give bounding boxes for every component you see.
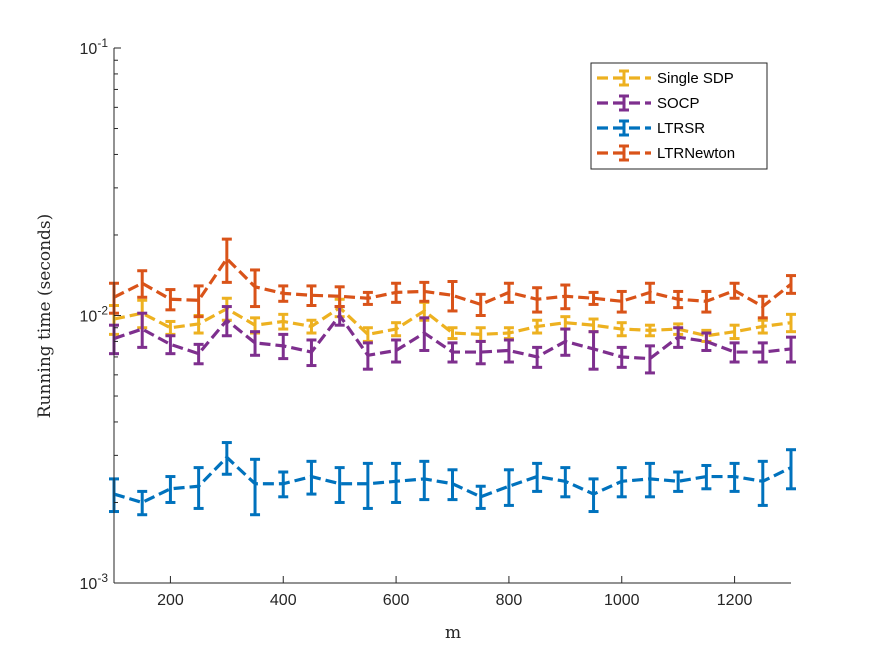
legend-box — [590, 62, 768, 170]
error-bar — [503, 338, 514, 364]
legend-label: LTRSR — [657, 120, 705, 137]
error-bar — [334, 285, 345, 309]
series-socp — [109, 305, 796, 375]
error-bar — [447, 279, 458, 313]
series-layer — [109, 237, 796, 517]
y-tick-label: 10-2 — [80, 304, 109, 326]
y-axis-label: Running time (seconds) — [35, 214, 55, 419]
error-bar — [165, 288, 176, 312]
error-bar — [334, 466, 345, 504]
error-bar — [503, 468, 514, 507]
error-bar — [644, 344, 655, 375]
x-tick-label: 1000 — [604, 592, 640, 609]
legend-item: SOCP — [597, 94, 700, 112]
legend-item: LTRNewton — [597, 144, 735, 162]
series-line — [113, 313, 792, 361]
error-bar — [193, 284, 204, 319]
error-bar — [193, 466, 204, 510]
y-tick-label: 10-1 — [80, 36, 109, 58]
series-line — [113, 455, 792, 505]
error-bar — [475, 292, 486, 317]
series-line — [113, 257, 792, 309]
error-bar — [193, 342, 204, 366]
x-tick-label: 600 — [383, 592, 410, 609]
error-bar — [306, 284, 317, 307]
error-bar — [165, 475, 176, 504]
error-bar — [475, 484, 486, 510]
x-tick-label: 400 — [270, 592, 297, 609]
error-bar — [362, 461, 373, 510]
x-tick-label: 1200 — [717, 592, 753, 609]
series-ltrsr — [109, 441, 796, 517]
error-bar — [137, 311, 148, 349]
error-bar — [475, 339, 486, 366]
x-tick-label: 200 — [157, 592, 184, 609]
error-bar — [221, 237, 232, 284]
error-bar — [250, 457, 261, 517]
error-bar — [447, 326, 458, 341]
error-bar — [137, 489, 148, 517]
error-bar — [616, 289, 627, 314]
legend-item: Single SDP — [597, 69, 734, 87]
legend-item: LTRSR — [597, 119, 705, 137]
error-bar — [137, 269, 148, 299]
legend-label: SOCP — [657, 95, 700, 112]
axes-layer: 200 400 600 800 1000 1200 10-3 10-2 10-1 — [80, 36, 791, 609]
error-bar — [701, 331, 712, 352]
error-bar — [391, 461, 402, 504]
error-bar — [757, 459, 768, 507]
error-bar — [250, 330, 261, 357]
error-bar — [588, 290, 599, 306]
series-ltrnewton — [109, 237, 796, 320]
y-tick-label: 10-3 — [80, 571, 109, 593]
error-bar — [165, 334, 176, 356]
error-bar — [673, 470, 684, 493]
legend: Single SDP SOCP LTRSR LTRNewton — [590, 62, 768, 170]
x-axis-label: m — [445, 623, 461, 643]
error-bar — [729, 341, 740, 364]
x-tick-label: 800 — [496, 592, 523, 609]
legend-label: Single SDP — [657, 70, 734, 87]
legend-label: LTRNewton — [657, 145, 735, 162]
